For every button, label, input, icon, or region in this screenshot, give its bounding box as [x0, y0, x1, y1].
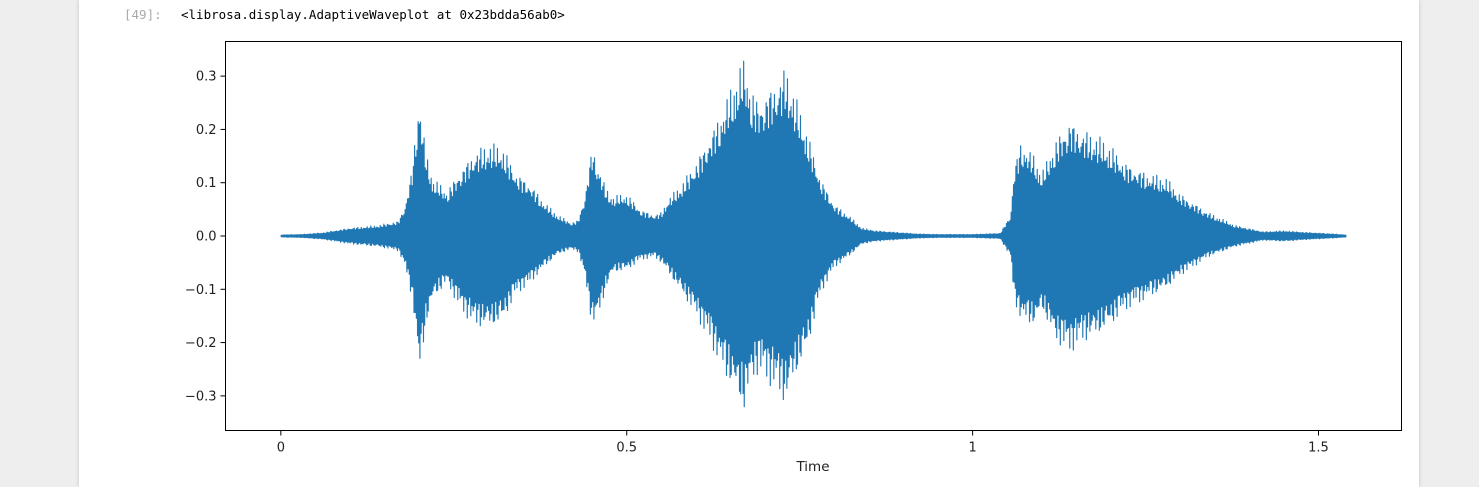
x-tick-label: 1.5	[1308, 441, 1329, 456]
cell-output-text: <librosa.display.AdaptiveWaveplot at 0x2…	[181, 7, 565, 22]
y-tick-label: 0.3	[196, 70, 217, 85]
y-tick-label: −0.1	[185, 283, 217, 298]
x-axis-label: Time	[795, 459, 829, 475]
cell-prompt: [49]:	[124, 7, 162, 22]
y-tick-label: 0.2	[196, 123, 217, 138]
y-axis: 0.3 0.2 0.1 0.0 −0.1 −0.2 −0.3	[185, 70, 226, 404]
y-tick-label: 0.1	[196, 176, 217, 191]
y-tick-label: −0.2	[185, 336, 217, 351]
x-tick-label: 1	[968, 441, 976, 456]
y-tick-label: −0.3	[185, 389, 217, 404]
y-tick-label: 0.0	[196, 230, 217, 245]
waveform-line	[280, 60, 1347, 408]
x-axis: 0 0.5 1 1.5	[277, 430, 1329, 456]
x-tick-label: 0.5	[616, 441, 637, 456]
waveform-series	[280, 60, 1347, 408]
x-tick-label: 0	[277, 441, 285, 456]
